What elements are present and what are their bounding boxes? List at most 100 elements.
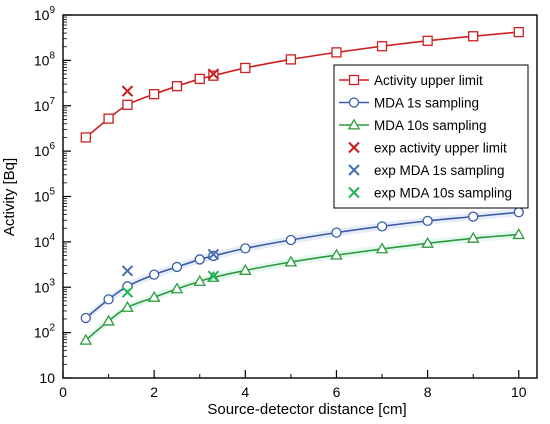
point-4-1-stroke-b <box>207 248 220 261</box>
point-2-8 <box>284 255 298 267</box>
y-tick-label-0: 10 <box>39 370 55 386</box>
point-2-3 <box>147 290 161 302</box>
x-tick-label-3: 6 <box>333 384 341 400</box>
legend-label-3: exp activity upper limit <box>374 141 507 156</box>
x-axis-label: Source-detector distance [cm] <box>207 401 406 418</box>
legend-marker-5-stroke-b <box>348 186 360 199</box>
point-3-0-stroke-b <box>121 85 134 97</box>
legend-marker-2 <box>347 118 361 130</box>
point-3-0 <box>121 85 134 97</box>
x-tick-label-4: 8 <box>424 384 432 400</box>
x-tick-label-1: 2 <box>150 384 158 400</box>
point-5-0-stroke-b <box>121 286 134 298</box>
plot-area <box>79 26 526 345</box>
y-tick-exp-6: 7 <box>49 96 55 107</box>
point-1-12 <box>468 211 479 222</box>
y-tick-exp-5: 6 <box>49 141 55 152</box>
legend-label-1: MDA 1s sampling <box>374 96 479 111</box>
x-tick-label-2: 4 <box>241 384 249 400</box>
y-tick-label-7: 108 <box>34 50 56 68</box>
legend-marker-3-stroke-b <box>348 141 360 154</box>
point-0-5 <box>194 73 205 85</box>
legend-item-1: MDA 1s sampling <box>339 96 479 111</box>
point-2-11 <box>421 236 434 248</box>
point-0-7 <box>240 62 251 74</box>
x-tick-label-0: 0 <box>59 384 67 400</box>
point-1-10 <box>376 221 388 232</box>
point-5-1 <box>207 270 220 282</box>
point-2-10 <box>375 242 389 254</box>
point-1-9 <box>331 227 342 238</box>
series-5 <box>121 270 220 298</box>
y-tick-base-8: 10 <box>34 7 50 23</box>
point-5-1-stroke-b <box>207 270 220 282</box>
series-0 <box>80 26 524 143</box>
point-2-9 <box>330 248 343 260</box>
y-tick-base-7: 10 <box>34 52 50 68</box>
legend-box <box>333 64 529 209</box>
y-tick-exp-7: 8 <box>49 50 55 61</box>
y-tick-exp-2: 3 <box>49 277 55 288</box>
y-tick-label-2: 103 <box>34 277 56 295</box>
series-band-1 <box>85 208 519 322</box>
point-2-0 <box>79 333 93 345</box>
y-tick-label-6: 107 <box>34 96 56 114</box>
point-2-4 <box>170 282 184 294</box>
point-1-5 <box>194 254 205 265</box>
y-tick-exp-4: 5 <box>49 187 55 198</box>
y-tick-label-8: 109 <box>34 5 56 23</box>
point-2-7 <box>239 263 252 275</box>
series-line-2 <box>85 233 519 341</box>
point-4-0-stroke-b <box>121 265 134 277</box>
y-axis-label: Activity [Bq] <box>1 158 18 236</box>
point-4-1 <box>207 248 220 261</box>
y-tick-exp-1: 2 <box>49 323 55 334</box>
y-tick-base-1: 10 <box>34 325 50 341</box>
point-3-1-stroke-b <box>207 68 220 80</box>
point-1-4 <box>171 261 183 273</box>
legend-marker-3 <box>348 141 360 154</box>
legend-label-2: MDA 10s sampling <box>374 118 487 133</box>
point-0-10 <box>376 41 388 52</box>
point-0-12 <box>468 31 479 42</box>
series-4 <box>121 248 220 277</box>
legend: Activity upper limit MDA 1s sampling MDA 1… <box>333 64 529 209</box>
point-0-11 <box>422 35 433 46</box>
point-0-1 <box>103 113 114 124</box>
point-0-6 <box>208 70 219 81</box>
legend-item-0: Activity upper limit <box>339 73 483 88</box>
legend-label-0: Activity upper limit <box>374 73 483 88</box>
y-tick-label-5: 106 <box>34 141 56 159</box>
point-1-13 <box>513 207 524 218</box>
y-tick-base-2: 10 <box>34 279 50 295</box>
y-tick-base-5: 10 <box>34 143 50 159</box>
legend-marker-5 <box>348 186 360 199</box>
point-1-6 <box>208 250 219 262</box>
legend-marker-0 <box>348 74 360 86</box>
point-0-9 <box>331 47 342 58</box>
point-0-0 <box>80 132 91 143</box>
point-5-0 <box>121 286 134 298</box>
x-tick-label-5: 10 <box>511 384 527 400</box>
point-2-13 <box>512 228 526 240</box>
legend-item-5: exp MDA 10s sampling <box>348 186 512 201</box>
y-tick-base-6: 10 <box>34 98 50 114</box>
series-3 <box>121 68 220 97</box>
series-1 <box>80 207 524 324</box>
point-4-0 <box>121 265 134 277</box>
legend-marker-1 <box>348 97 360 108</box>
y-tick-label-4: 105 <box>34 187 56 205</box>
y-tick-label-1: 102 <box>34 323 56 341</box>
point-0-2 <box>122 99 133 110</box>
point-2-12 <box>466 231 480 243</box>
point-1-3 <box>149 269 160 280</box>
point-2-5 <box>193 274 207 286</box>
point-1-7 <box>240 243 251 254</box>
point-0-13 <box>513 26 524 38</box>
point-1-1 <box>103 294 114 305</box>
point-0-4 <box>171 81 183 92</box>
y-tick-base-3: 10 <box>34 234 50 250</box>
y-tick-exp-3: 4 <box>49 232 55 243</box>
